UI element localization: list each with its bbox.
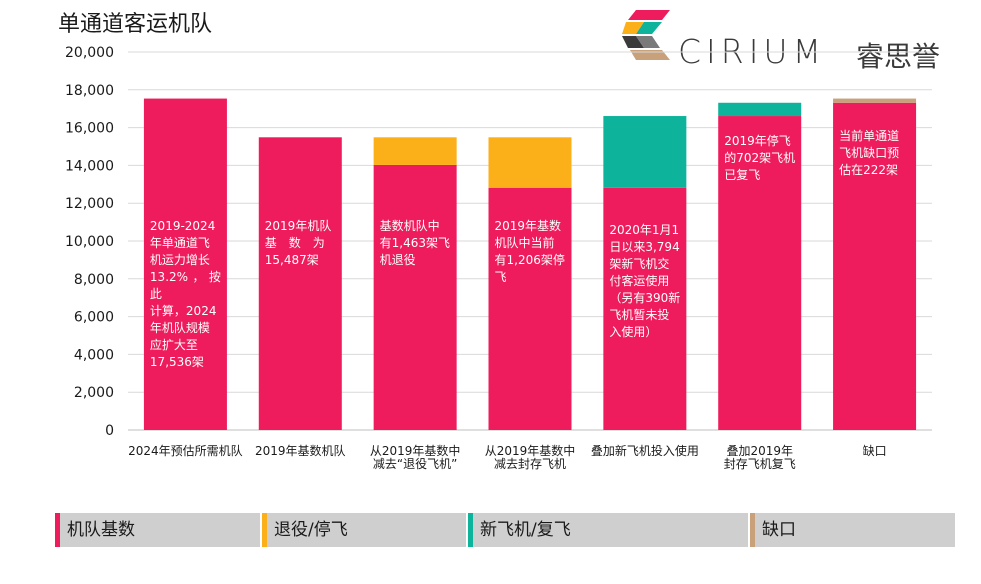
x-category-label: 减去封存飞机 [494,457,566,471]
x-category-label: 减去“退役飞机” [373,456,457,471]
annotation-line: 基数机队中 [379,219,440,233]
annotation-line: 机运力增长 [149,253,210,267]
annotation-line: 入使用） [609,325,658,339]
annotation-line: 2019年基数 [494,219,562,233]
annotation-line: 架新飞机交 [609,257,670,271]
bar-segment [143,98,227,430]
chart-title: 单通道客运机队 [58,12,213,37]
bar-annotation: 2019年停飞 的702架飞机 已复飞 [724,133,795,184]
bar-annotation: 基数机队中有1,463架飞 机退役 [380,218,451,269]
annotation-line: 的702架飞机 [724,151,796,165]
annotation-line: 飞机缺口预 [839,146,900,160]
bar-segment [833,102,917,430]
bar-segment [373,137,457,165]
annotation-line: 机队中当前 [494,236,555,250]
legend-swatch [468,513,473,547]
annotation-line: 13.2%，按此 [149,270,221,301]
x-category-label: 从2019年基数中 [370,443,461,458]
y-tick-label: 10,000 [65,234,114,250]
bar-segment [603,187,687,430]
bar-segment [488,187,572,430]
x-category-label: 叠加新飞机投入使用 [591,443,699,458]
annotation-line: 2019-2024 [149,219,216,233]
x-category-label: 从2019年基数中 [485,443,576,458]
x-category-label: 叠加2019年 [726,444,793,458]
annotation-line: 有1,206架停 [494,253,565,267]
annotation-line: 基 数 为 [264,236,325,250]
annotation-line: 飞 [494,270,507,284]
stacked-bar-chart: 20,000 18,000 16,000 14,000 12,000 10,000 8,00… [65,45,932,471]
annotation-line: 有1,463架飞 [379,236,450,250]
x-category-label: 缺口 [863,443,887,458]
legend-swatch [750,513,755,547]
annotation-line: 已复飞 [724,168,761,182]
annotation-line: 应扩大至 [149,338,198,352]
legend-item: 退役/停飞 [262,513,466,547]
legend-item: 缺口 [750,513,955,547]
bar-segment [488,137,572,188]
bar-segment [718,102,802,117]
annotation-line: 年单通道飞 [149,236,210,250]
annotation-line: 年机队规模 [149,321,210,335]
annotation-line: 估在222架 [839,163,898,177]
annotation-line: 机退役 [379,253,416,267]
annotation-line: 计算，2024 [149,304,217,318]
annotation-line: 15,487架 [264,253,319,267]
bar-annotation: 2019年机队基 数 为 15,487架 [265,218,336,269]
y-tick-label: 14,000 [65,158,114,174]
legend-swatch [55,513,60,547]
bar-segment [373,164,457,430]
legend-label: 机队基数 [67,520,135,540]
y-tick-label: 18,000 [65,83,114,99]
annotation-line: 2019年停飞 [724,134,791,148]
annotation-line: 当前单通道 [839,129,900,143]
annotation-line: 17,536架 [149,355,204,369]
legend-item: 机队基数 [55,513,260,547]
annotation-line: （另有390新 [609,291,681,305]
legend-label: 新飞机/复飞 [480,520,571,540]
bar-annotation: 当前单通道飞机缺口预估在222架 [839,128,910,179]
y-tick-label: 16,000 [65,121,114,137]
y-tick-label: 8,000 [74,272,114,288]
y-tick-label: 4,000 [74,347,114,363]
x-category-label: 2019年基数机队 [255,443,346,458]
bar-segment [833,98,917,103]
y-tick-label: 20,000 [65,45,114,61]
annotation-line: 日以来3,794 [609,240,680,254]
bar-segment [718,116,802,430]
annotation-line: 2019年机队 [264,219,332,233]
y-tick-label: 2,000 [74,385,114,401]
y-tick-label: 0 [105,423,114,439]
logo-cn-text: 睿思誉 [856,40,941,73]
annotation-line: 2020年1月1 [609,223,680,237]
x-category-label: 封存飞机复飞 [724,457,796,471]
annotation-line: 付客运使用 [609,274,670,288]
y-tick-label: 12,000 [65,196,114,212]
legend-label: 退役/停飞 [274,520,348,540]
bar-segment [258,137,342,430]
bar-annotation: 2020年1月1 日以来3,794 架新飞机交付客运使用 （另有390新 飞机暂未投入使… [609,222,680,341]
bar-annotation: 2019年基数 机队中当前有1,206架停飞 [495,218,566,286]
bar-segment [603,116,687,188]
legend-label: 缺口 [762,520,796,540]
x-category-label: 2024年预估所需机队 [128,443,243,458]
bar-annotation: 2019-2024 年单通道飞机运力增长 13.2%，按此计算，2024 年机队规模应… [150,218,221,371]
legend-item: 新飞机/复飞 [468,513,748,547]
legend-swatch [262,513,267,547]
annotation-line: 飞机暂未投 [609,308,670,322]
y-tick-label: 6,000 [74,310,114,326]
